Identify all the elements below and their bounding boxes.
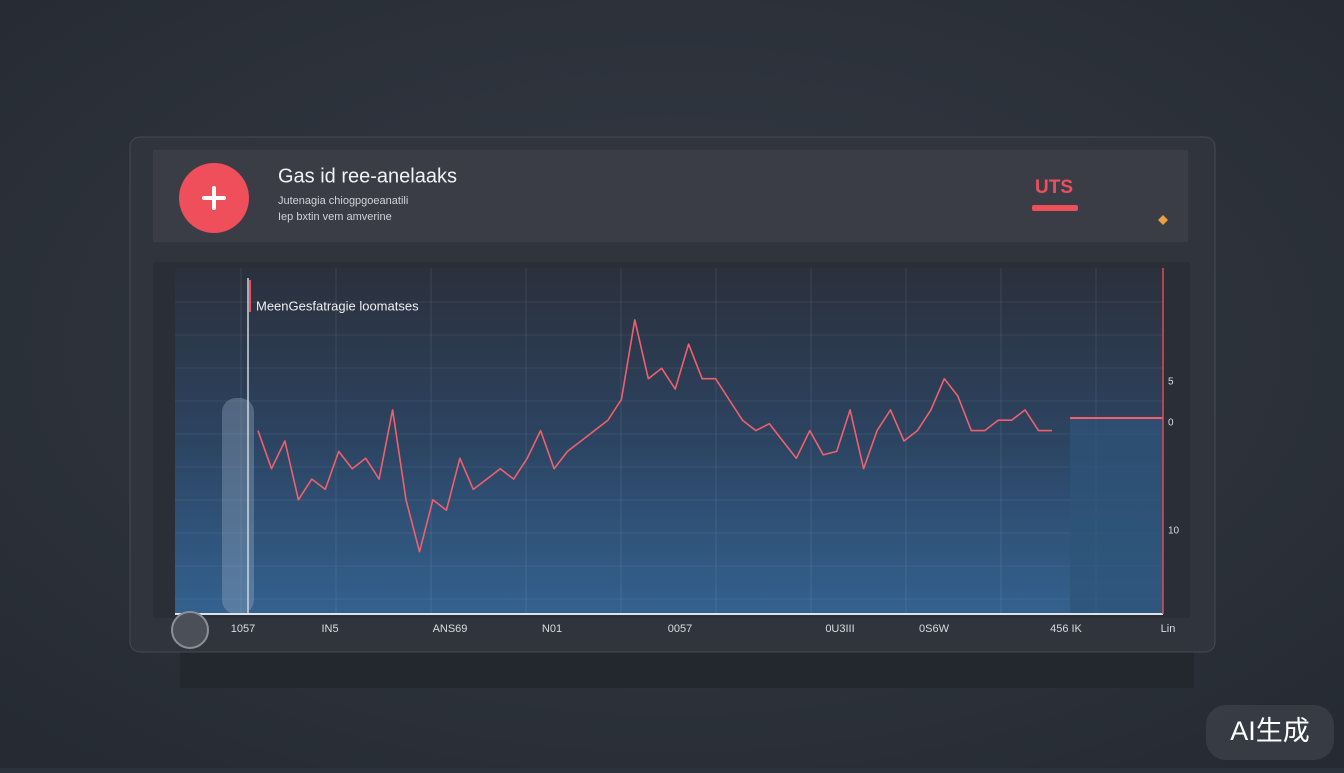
subtitle: Jutenagia chiogpgoeanatili xyxy=(278,195,408,207)
x-tick-label: 0S6W xyxy=(919,623,950,635)
side-block xyxy=(1070,418,1163,614)
x-tick-label: Lin xyxy=(1161,623,1176,635)
home-button[interactable] xyxy=(171,611,209,649)
x-tick-label: 0057 xyxy=(668,623,692,635)
chart-title: MeenGesfatragie loomatses xyxy=(256,298,419,313)
watermark-box xyxy=(1206,705,1334,760)
x-tick-label: IN5 xyxy=(321,623,338,635)
badge-bar xyxy=(1032,205,1078,211)
x-tick-label: 0U3III xyxy=(825,623,854,635)
x-tick-label: N01 xyxy=(542,623,562,635)
watermark: AI生成 xyxy=(1230,716,1310,746)
slider[interactable] xyxy=(222,398,254,614)
x-tick-label: 456 IK xyxy=(1050,623,1082,635)
icon[interactable] xyxy=(1158,215,1168,225)
data-line xyxy=(257,319,1052,553)
y-tick-label: 0 xyxy=(1168,418,1174,429)
plot-area xyxy=(175,268,1163,614)
header-panel xyxy=(153,150,1188,242)
x-tick-label: ANS69 xyxy=(433,623,468,635)
plus-icon xyxy=(202,186,226,210)
y-tick-label: 5 xyxy=(1168,377,1174,388)
subtitle: Iep bxtin vem amverine xyxy=(278,211,392,223)
x-tick-label: 1057 xyxy=(231,623,255,635)
title: Gas id ree-anelaaks xyxy=(278,165,457,187)
badge: UTS xyxy=(1035,177,1073,198)
y-tick-label: 10 xyxy=(1168,526,1180,537)
